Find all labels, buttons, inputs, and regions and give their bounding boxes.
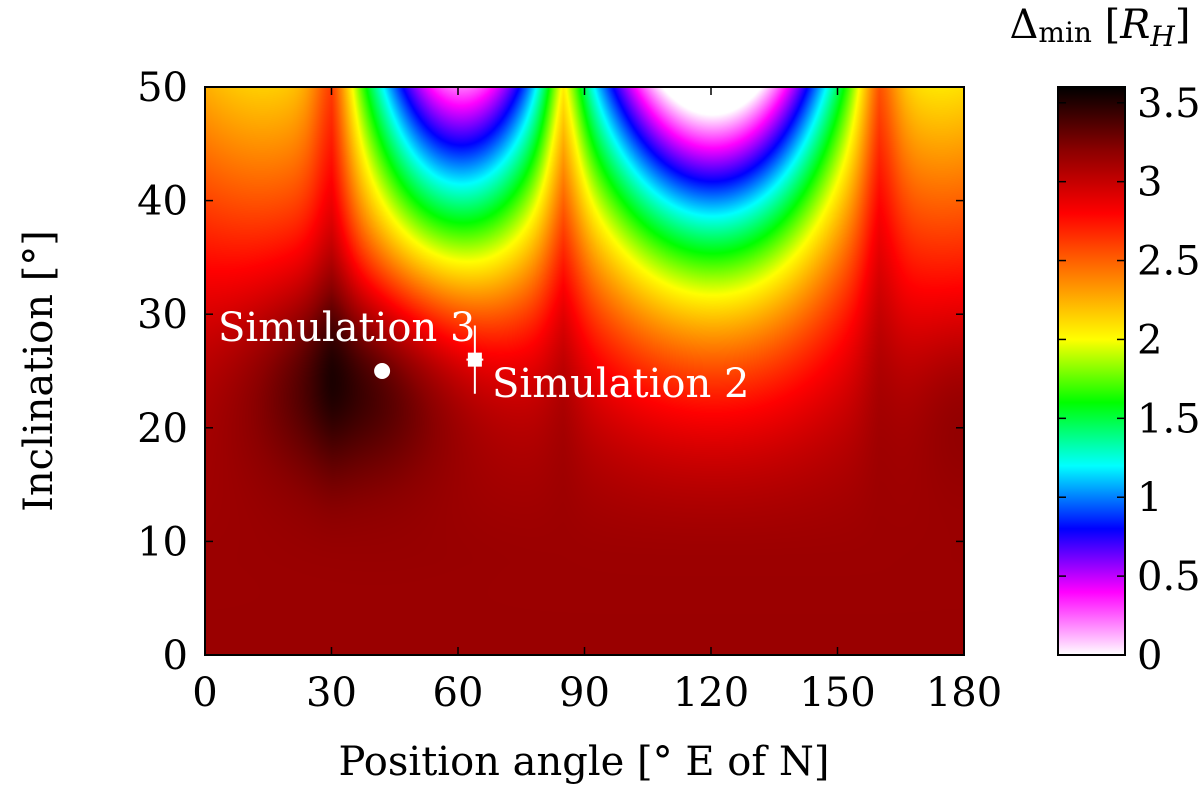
label-simulation-2: Simulation 2	[492, 361, 749, 407]
colorbar-tick-label: 0.5	[1137, 554, 1200, 600]
y-tick-label: 30	[137, 292, 188, 338]
marker-simulation-2	[467, 352, 482, 367]
colorbar-tick-label: 2	[1137, 317, 1162, 363]
y-tick-label: 50	[137, 65, 188, 111]
y-tick-label: 10	[137, 519, 188, 565]
x-tick-label: 30	[306, 670, 357, 716]
colorbar-tick-label: 1.5	[1137, 396, 1200, 442]
y-axis: 0 10 20 30 40 50	[137, 65, 964, 679]
x-tick-label: 90	[559, 670, 610, 716]
y-tick-label: 20	[137, 406, 188, 452]
colorbar-tick-label: 0	[1137, 633, 1162, 679]
colorbar-tick-label: 2.5	[1137, 239, 1200, 285]
x-axis-label: Position angle [° E of N]	[339, 739, 830, 785]
y-axis-label: Inclination [°]	[16, 230, 62, 512]
y-tick-label: 0	[163, 633, 188, 679]
colorbar-tick-label: 3	[1137, 160, 1162, 206]
heatmap-field	[205, 87, 964, 655]
x-tick-label: 180	[926, 670, 1002, 716]
x-axis: 0 30 60 90 120 150 180	[192, 87, 1002, 716]
y-tick-label: 40	[137, 179, 188, 225]
colorbar-tick-label: 3.5	[1137, 81, 1200, 127]
x-tick-label: 120	[673, 670, 749, 716]
x-tick-label: 0	[192, 670, 217, 716]
colorbar-title: Δmin [RH]	[1010, 2, 1191, 53]
annotations: Simulation 3 Simulation 2	[218, 305, 749, 407]
colorbar-tick-label: 1	[1137, 475, 1162, 521]
x-tick-label: 60	[433, 670, 484, 716]
colorbar-ticks: 0 0.5 1 1.5 2 2.5 3 3.5	[1058, 81, 1200, 679]
colorbar	[1057, 86, 1126, 656]
marker-simulation-3	[374, 363, 391, 379]
label-simulation-3: Simulation 3	[218, 305, 475, 351]
x-tick-label: 150	[799, 670, 875, 716]
